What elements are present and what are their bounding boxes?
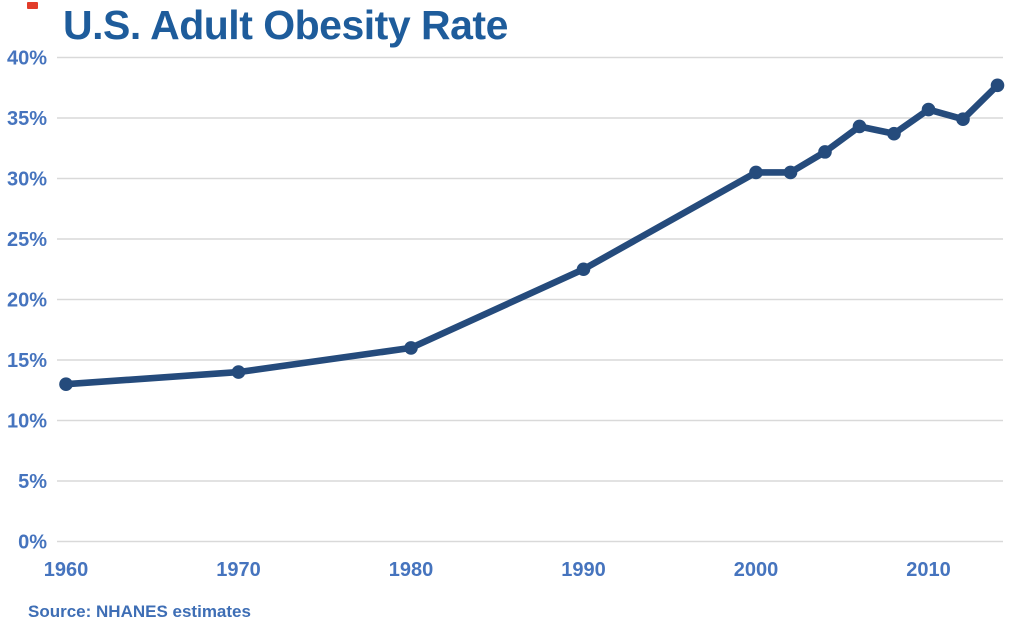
x-tick-label: 1970 <box>216 559 261 581</box>
gridlines <box>57 56 1003 543</box>
chart-title: U.S. Adult Obesity Rate <box>63 2 508 48</box>
data-point-2014 <box>990 78 1005 93</box>
corner-red-mark <box>27 2 38 9</box>
data-point-1980 <box>404 341 418 355</box>
y-tick-label: 10% <box>7 411 47 433</box>
y-tick-label: 30% <box>7 169 47 191</box>
data-point-1990 <box>576 262 591 277</box>
data-point-2006 <box>852 119 867 134</box>
data-point-2010 <box>921 102 936 117</box>
data-point-2000 <box>749 165 763 180</box>
data-points <box>59 78 1005 392</box>
y-tick-label: 0% <box>18 532 47 554</box>
data-point-1960 <box>59 377 73 392</box>
y-tick-label: 40% <box>7 48 47 70</box>
x-tick-label: 1990 <box>561 559 606 581</box>
data-point-2012 <box>956 112 970 127</box>
x-axis-labels: 1960 1970 1980 1990 2000 2010 <box>44 559 951 581</box>
data-point-1970 <box>231 365 246 379</box>
y-tick-label: 25% <box>7 229 47 251</box>
source-note: Source: NHANES estimates <box>28 602 251 621</box>
y-tick-label: 15% <box>7 350 47 372</box>
y-axis-labels: 0% 5% 10% 15% 20% 25% 30% 35% 40% <box>7 48 47 554</box>
x-tick-label: 2000 <box>734 559 779 581</box>
y-tick-label: 20% <box>7 290 47 312</box>
x-tick-label: 1980 <box>389 559 434 581</box>
x-tick-label: 1960 <box>44 559 89 581</box>
y-tick-label: 35% <box>7 108 47 130</box>
data-point-2002 <box>783 165 798 180</box>
x-tick-label: 2010 <box>906 559 951 581</box>
data-point-2008 <box>887 126 901 141</box>
data-point-2004 <box>818 145 832 159</box>
y-tick-label: 5% <box>18 471 47 493</box>
